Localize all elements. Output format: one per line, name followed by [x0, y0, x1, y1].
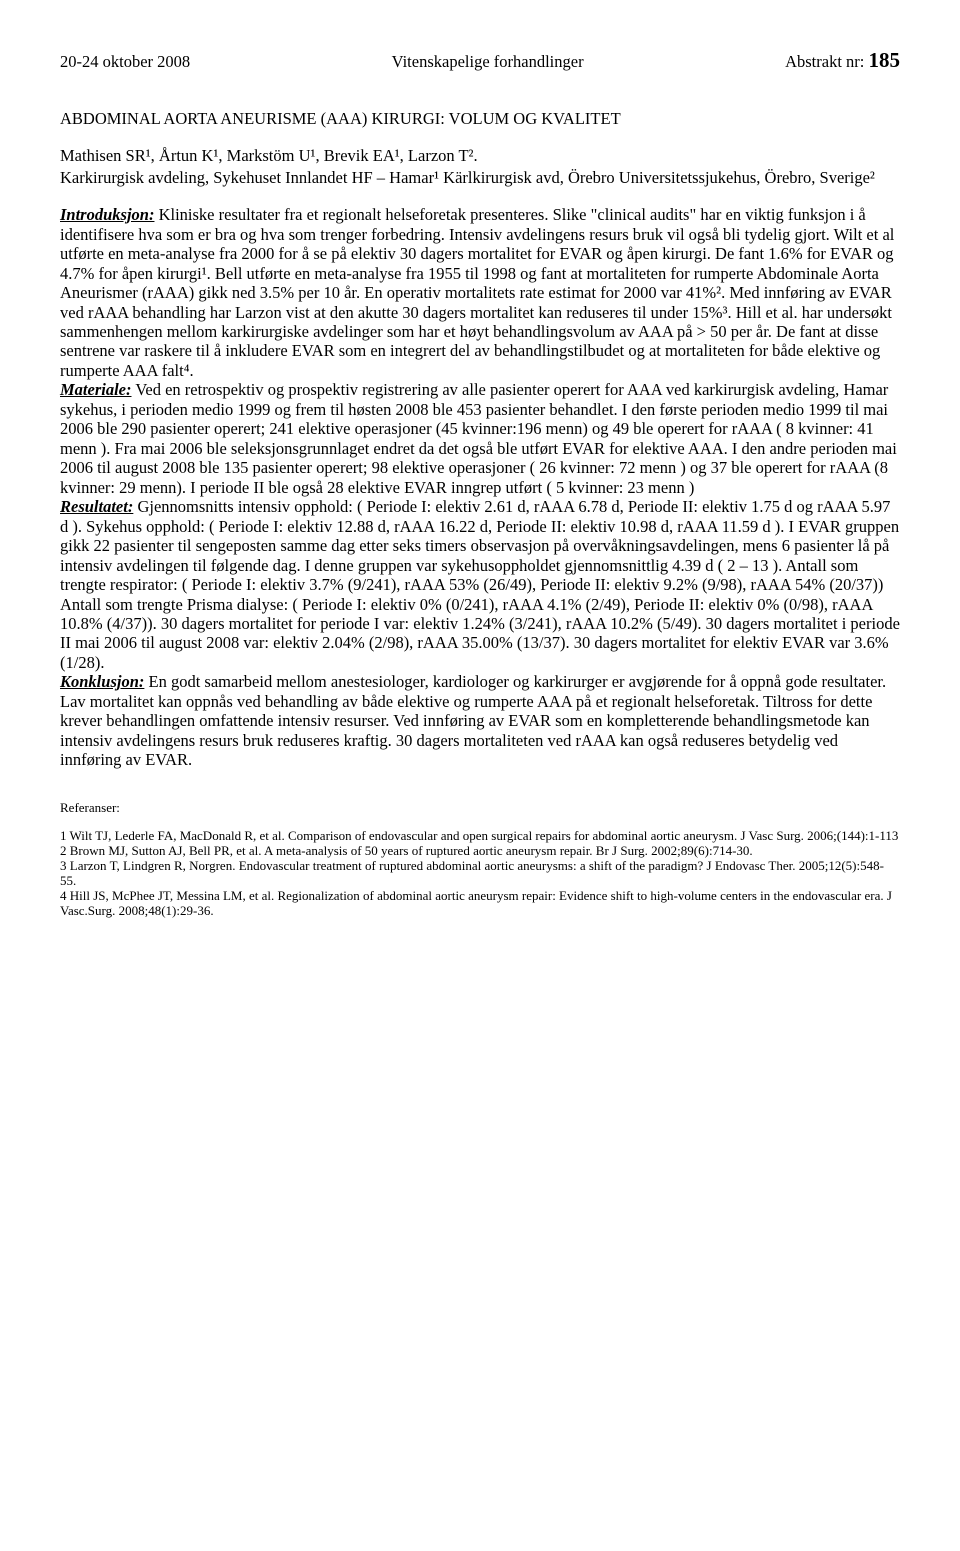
material-text: Ved en retrospektiv og prospektiv regist…	[60, 380, 897, 496]
paper-title: ABDOMINAL AORTA ANEURISME (AAA) KIRURGI:…	[60, 109, 900, 128]
reference-item: 2 Brown MJ, Sutton AJ, Bell PR, et al. A…	[60, 844, 900, 859]
section-result: Resultatet: Gjennomsnitts intensiv oppho…	[60, 497, 900, 672]
abstract-label: Abstrakt nr:	[785, 52, 864, 71]
material-label: Materiale:	[60, 380, 132, 399]
section-conclusion: Konklusjon: En godt samarbeid mellom ane…	[60, 672, 900, 769]
header-center: Vitenskapelige forhandlinger	[392, 52, 584, 71]
references-heading: Referanser:	[60, 800, 900, 815]
result-label: Resultatet:	[60, 497, 133, 516]
page-header: 20-24 oktober 2008 Vitenskapelige forhan…	[60, 48, 900, 73]
reference-item: 4 Hill JS, McPhee JT, Messina LM, et al.…	[60, 889, 900, 919]
intro-text: Kliniske resultater fra et regionalt hel…	[60, 205, 894, 380]
result-text: Gjennomsnitts intensiv opphold: ( Period…	[60, 497, 900, 672]
header-abstract: Abstrakt nr: 185	[785, 48, 900, 73]
section-material: Materiale: Ved en retrospektiv og prospe…	[60, 380, 900, 497]
references-list: 1 Wilt TJ, Lederle FA, MacDonald R, et a…	[60, 829, 900, 919]
section-introduction: Introduksjon: Kliniske resultater fra et…	[60, 205, 900, 380]
intro-label: Introduksjon:	[60, 205, 154, 224]
header-date: 20-24 oktober 2008	[60, 52, 190, 71]
reference-item: 3 Larzon T, Lindgren R, Norgren. Endovas…	[60, 859, 900, 889]
conclusion-text: En godt samarbeid mellom anestesiologer,…	[60, 672, 886, 769]
affiliation-line: Karkirurgisk avdeling, Sykehuset Innland…	[60, 168, 900, 187]
abstract-number: 185	[869, 48, 901, 72]
author-line: Mathisen SR¹, Årtun K¹, Markstöm U¹, Bre…	[60, 146, 900, 165]
reference-item: 1 Wilt TJ, Lederle FA, MacDonald R, et a…	[60, 829, 900, 844]
conclusion-label: Konklusjon:	[60, 672, 144, 691]
